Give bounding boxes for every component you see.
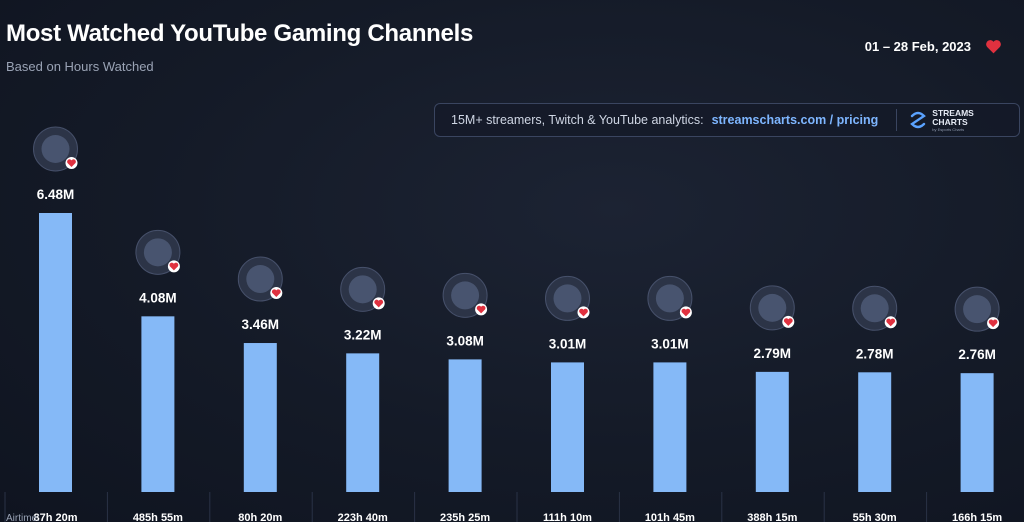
bar — [551, 362, 584, 492]
banner-text: 15M+ streamers, Twitch & YouTube analyti… — [451, 113, 704, 127]
bar — [346, 353, 380, 492]
lightning-logo-icon — [758, 293, 787, 322]
data-label: 3.08M — [446, 333, 484, 348]
airtime-value: 388h 15m — [747, 512, 797, 522]
channel-avatar-10 — [954, 286, 1000, 332]
heart-icon — [886, 318, 896, 327]
heart-icon — [783, 318, 793, 326]
airtime-value: 485h 55m — [133, 512, 183, 522]
data-label: 2.78M — [856, 346, 894, 361]
airtime-value: 111h 10m — [543, 512, 592, 522]
data-label: 3.01M — [549, 336, 587, 351]
character-portrait-icon — [655, 284, 684, 313]
data-label: 3.01M — [651, 336, 689, 351]
heart-icon — [476, 305, 486, 314]
bar — [141, 316, 175, 492]
data-label: 3.22M — [344, 327, 382, 342]
heart-icon — [169, 262, 179, 271]
banner-divider — [896, 109, 898, 131]
streamscharts-logo-icon — [910, 111, 927, 129]
heart-icon — [579, 308, 588, 317]
heart-icon — [271, 289, 281, 298]
valorant-logo-icon — [963, 295, 992, 324]
data-label: 2.76M — [958, 347, 996, 362]
bar — [448, 359, 482, 492]
channel-avatar-6 — [545, 275, 590, 321]
channel-avatar-3 — [237, 256, 283, 302]
bar — [39, 213, 72, 492]
airtime-value: 235h 25m — [440, 512, 490, 522]
wolf-logo-icon — [41, 135, 70, 163]
chart-subtitle: Based on Hours Watched — [6, 59, 154, 74]
channel-avatar-1 — [33, 126, 78, 172]
airtime-value: 55h 30m — [853, 512, 897, 522]
team-logo-icon — [451, 281, 480, 310]
channel-avatar-7 — [647, 275, 693, 321]
heart-icon — [67, 159, 76, 167]
anime-thumbnail-icon — [143, 238, 172, 267]
channel-avatar-5 — [442, 272, 488, 318]
data-label: 3.46M — [242, 317, 280, 332]
channel-avatar-2 — [135, 229, 181, 275]
airtime-value: 101h 45m — [645, 512, 695, 522]
airtime-value: 87h 20m — [33, 512, 77, 522]
anime-thumbnail-icon — [348, 275, 377, 304]
heart-icon — [986, 40, 1001, 54]
shield-logo-icon — [860, 294, 889, 323]
one-piece-icon — [246, 265, 275, 294]
heart-icon — [681, 308, 691, 317]
airtime-value: 223h 40m — [338, 512, 388, 522]
data-label: 2.79M — [754, 346, 792, 361]
airtime-value: 80h 20m — [238, 512, 282, 522]
data-label: 6.48M — [37, 187, 75, 202]
data-label: 4.08M — [139, 290, 177, 305]
bird-logo-icon — [553, 284, 582, 313]
chart-title: Most Watched YouTube Gaming Channels — [6, 20, 474, 47]
logo-line-1: STREAMS — [932, 107, 974, 118]
bar — [755, 371, 789, 492]
airtime-label: Airtime: — [6, 513, 40, 522]
heart-icon — [374, 299, 384, 308]
logo-line-2: CHARTS — [932, 116, 968, 127]
heart-icon — [988, 319, 998, 328]
channel-avatar-4 — [340, 266, 386, 312]
date-range: 01 – 28 Feb, 2023 — [865, 39, 1002, 54]
pricing-link[interactable]: streamscharts.com / pricing — [711, 113, 879, 127]
bar — [858, 372, 892, 492]
streamscharts-logo: STREAMS CHARTS by Esports Charts — [909, 107, 974, 132]
logo-sub: by Esports Charts — [932, 126, 965, 132]
promo-banner[interactable]: 15M+ streamers, Twitch & YouTube analyti… — [434, 103, 1020, 137]
bar — [243, 343, 277, 492]
channel-avatar-8 — [749, 285, 795, 331]
bar — [653, 362, 687, 492]
channel-avatar-9 — [852, 285, 898, 331]
airtime-value: 166h 15m — [952, 512, 1002, 522]
date-range-text: 01 – 28 Feb, 2023 — [864, 39, 971, 54]
bar — [960, 373, 994, 492]
